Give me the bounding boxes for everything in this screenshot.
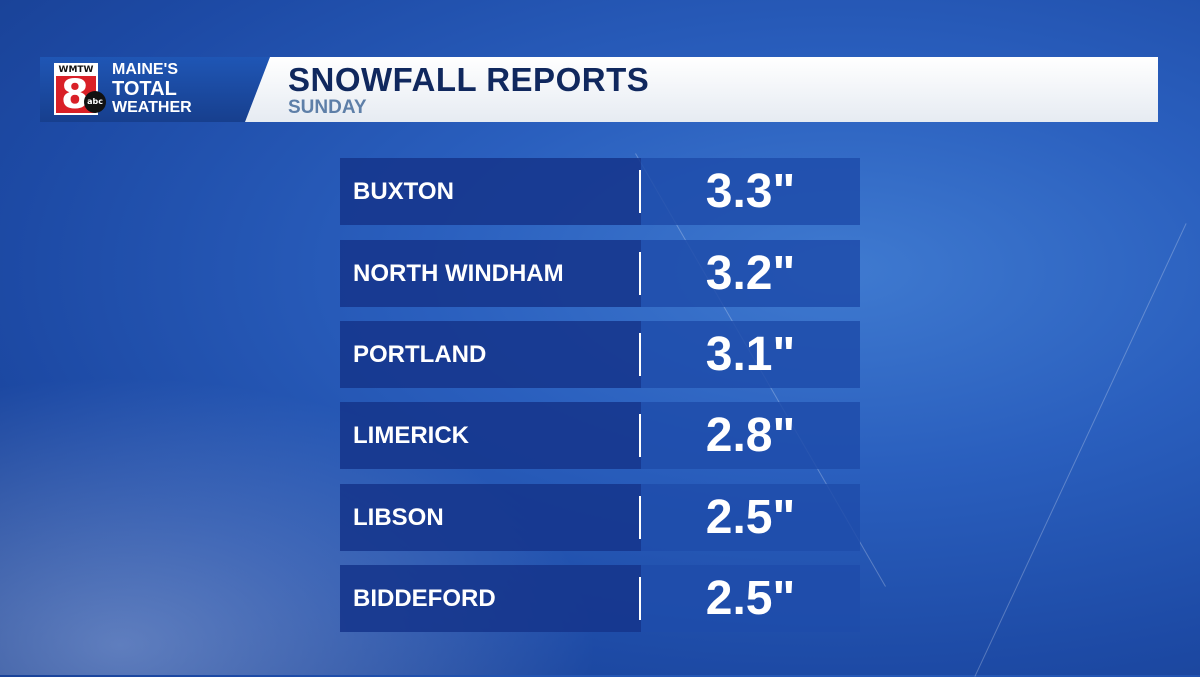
snow-amount: 2.5"	[641, 484, 860, 551]
channel-number: 8	[61, 72, 89, 118]
snow-amount: 3.2"	[641, 240, 860, 307]
page-subtitle: SUNDAY	[288, 97, 367, 118]
station-callsign: WMTW	[56, 65, 96, 76]
title-bar	[245, 57, 1158, 122]
snow-amount: 3.3"	[641, 158, 860, 225]
city-name: BUXTON	[340, 158, 641, 225]
report-row: LIMERICK 2.8"	[340, 402, 860, 469]
header-banner: WMTW 8 abc MAINE'S TOTAL WEATHER SNOWFAL…	[40, 57, 1158, 122]
brand-line: WEATHER	[112, 99, 192, 116]
background-streak	[974, 223, 1187, 677]
network-logo: abc	[84, 91, 106, 113]
city-name: LIBSON	[340, 484, 641, 551]
brand-line: TOTAL	[112, 78, 177, 100]
city-name: LIMERICK	[340, 402, 641, 469]
snow-amount: 3.1"	[641, 321, 860, 388]
snow-amount: 2.5"	[641, 565, 860, 632]
brand-line: MAINE'S	[112, 61, 179, 78]
report-row: LIBSON 2.5"	[340, 484, 860, 551]
snow-amount: 2.8"	[641, 402, 860, 469]
report-row: PORTLAND 3.1"	[340, 321, 860, 388]
page-title: SNOWFALL REPORTS	[288, 61, 650, 98]
station-logo: WMTW 8 abc MAINE'S TOTAL WEATHER	[40, 57, 270, 122]
report-row: NORTH WINDHAM 3.2"	[340, 240, 860, 307]
report-row: BIDDEFORD 2.5"	[340, 565, 860, 632]
city-name: NORTH WINDHAM	[340, 240, 641, 307]
city-name: PORTLAND	[340, 321, 641, 388]
report-row: BUXTON 3.3"	[340, 158, 860, 225]
city-name: BIDDEFORD	[340, 565, 641, 632]
channel-badge: WMTW 8	[54, 63, 98, 118]
brand-name: MAINE'S TOTAL WEATHER	[112, 61, 192, 117]
